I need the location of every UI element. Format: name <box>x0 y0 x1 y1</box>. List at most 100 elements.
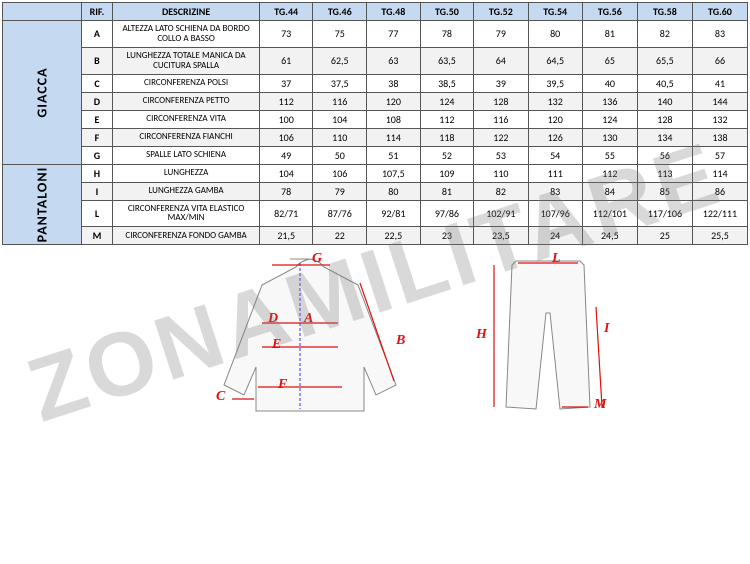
header-size: TG.48 <box>367 3 421 21</box>
desc-cell: CIRCONFERENZA FONDO GAMBA <box>113 227 260 245</box>
value-cell: 122 <box>474 128 528 146</box>
value-cell: 92/81 <box>367 200 421 227</box>
value-cell: 112/101 <box>582 200 637 227</box>
size-table: RIF. DESCRIZINE TG.44 TG.46 TG.48 TG.50 … <box>2 2 748 245</box>
header-row: RIF. DESCRIZINE TG.44 TG.46 TG.48 TG.50 … <box>3 3 748 21</box>
diagram-label-l: L <box>552 251 561 267</box>
value-cell: 107,5 <box>367 164 421 182</box>
rif-cell: D <box>81 92 113 110</box>
value-cell: 40,5 <box>637 74 692 92</box>
header-size: TG.56 <box>582 3 637 21</box>
desc-cell: CIRCONFERENZA VITA <box>113 110 260 128</box>
desc-cell: CIRCONFERENZA PETTO <box>113 92 260 110</box>
header-size: TG.50 <box>420 3 474 21</box>
value-cell: 112 <box>420 110 474 128</box>
value-cell: 111 <box>528 164 582 182</box>
value-cell: 80 <box>367 182 421 200</box>
value-cell: 120 <box>367 92 421 110</box>
table-row: FCIRCONFERENZA FIANCHI106110114118122126… <box>3 128 748 146</box>
table-row: DCIRCONFERENZA PETTO11211612012412813213… <box>3 92 748 110</box>
header-desc: DESCRIZINE <box>113 3 260 21</box>
desc-cell: ALTEZZA LATO SCHIENA DA BORDO COLLO A BA… <box>113 21 260 48</box>
value-cell: 64,5 <box>528 47 582 74</box>
rif-cell: E <box>81 110 113 128</box>
value-cell: 100 <box>259 110 313 128</box>
table-row: LCIRCONFERENZA VITA ELASTICO MAX/MIN82/7… <box>3 200 748 227</box>
value-cell: 136 <box>582 92 637 110</box>
value-cell: 79 <box>313 182 367 200</box>
value-cell: 50 <box>313 146 367 164</box>
value-cell: 54 <box>528 146 582 164</box>
value-cell: 81 <box>420 182 474 200</box>
value-cell: 86 <box>692 182 747 200</box>
value-cell: 51 <box>367 146 421 164</box>
value-cell: 53 <box>474 146 528 164</box>
value-cell: 130 <box>582 128 637 146</box>
diagram-label-i: I <box>604 321 609 337</box>
value-cell: 22,5 <box>367 227 421 245</box>
value-cell: 87/76 <box>313 200 367 227</box>
desc-cell: LUNGHEZZA <box>113 164 260 182</box>
header-size: TG.54 <box>528 3 582 21</box>
value-cell: 83 <box>528 182 582 200</box>
value-cell: 134 <box>637 128 692 146</box>
value-cell: 82 <box>474 182 528 200</box>
value-cell: 102/91 <box>474 200 528 227</box>
value-cell: 63,5 <box>420 47 474 74</box>
table-row: GSPALLE LATO SCHIENA495051525354555657 <box>3 146 748 164</box>
value-cell: 21,5 <box>259 227 313 245</box>
value-cell: 56 <box>637 146 692 164</box>
value-cell: 110 <box>313 128 367 146</box>
value-cell: 106 <box>259 128 313 146</box>
value-cell: 79 <box>474 21 528 48</box>
value-cell: 104 <box>259 164 313 182</box>
diagram-label-g: G <box>312 251 322 267</box>
header-size: TG.52 <box>474 3 528 21</box>
diagram-label-f: F <box>278 377 287 393</box>
value-cell: 116 <box>313 92 367 110</box>
value-cell: 85 <box>637 182 692 200</box>
rif-cell: C <box>81 74 113 92</box>
header-size: TG.46 <box>313 3 367 21</box>
value-cell: 65 <box>582 47 637 74</box>
value-cell: 128 <box>474 92 528 110</box>
value-cell: 57 <box>692 146 747 164</box>
desc-cell: CIRCONFERENZA FIANCHI <box>113 128 260 146</box>
value-cell: 114 <box>692 164 747 182</box>
rif-cell: A <box>81 21 113 48</box>
value-cell: 82 <box>637 21 692 48</box>
value-cell: 22 <box>313 227 367 245</box>
value-cell: 122/111 <box>692 200 747 227</box>
section-pantaloni: PANTALONI <box>3 164 82 245</box>
value-cell: 23 <box>420 227 474 245</box>
rif-cell: F <box>81 128 113 146</box>
value-cell: 112 <box>259 92 313 110</box>
value-cell: 117/106 <box>637 200 692 227</box>
value-cell: 104 <box>313 110 367 128</box>
rif-cell: G <box>81 146 113 164</box>
table-row: BLUNGHEZZA TOTALE MANICA DA CUCITURA SPA… <box>3 47 748 74</box>
table-row: CCIRCONFERENZA POLSI3737,53838,53939,540… <box>3 74 748 92</box>
desc-cell: CIRCONFERENZA POLSI <box>113 74 260 92</box>
rif-cell: I <box>81 182 113 200</box>
rif-cell: H <box>81 164 113 182</box>
value-cell: 41 <box>692 74 747 92</box>
value-cell: 77 <box>367 21 421 48</box>
value-cell: 81 <box>582 21 637 48</box>
diagram-label-c: C <box>216 389 225 405</box>
value-cell: 107/96 <box>528 200 582 227</box>
value-cell: 124 <box>582 110 637 128</box>
value-cell: 66 <box>692 47 747 74</box>
value-cell: 106 <box>313 164 367 182</box>
rif-cell: M <box>81 227 113 245</box>
value-cell: 140 <box>637 92 692 110</box>
value-cell: 49 <box>259 146 313 164</box>
value-cell: 84 <box>582 182 637 200</box>
value-cell: 24 <box>528 227 582 245</box>
desc-cell: SPALLE LATO SCHIENA <box>113 146 260 164</box>
value-cell: 23,5 <box>474 227 528 245</box>
value-cell: 114 <box>367 128 421 146</box>
value-cell: 118 <box>420 128 474 146</box>
diagram-label-b: B <box>396 333 405 349</box>
header-size: TG.58 <box>637 3 692 21</box>
